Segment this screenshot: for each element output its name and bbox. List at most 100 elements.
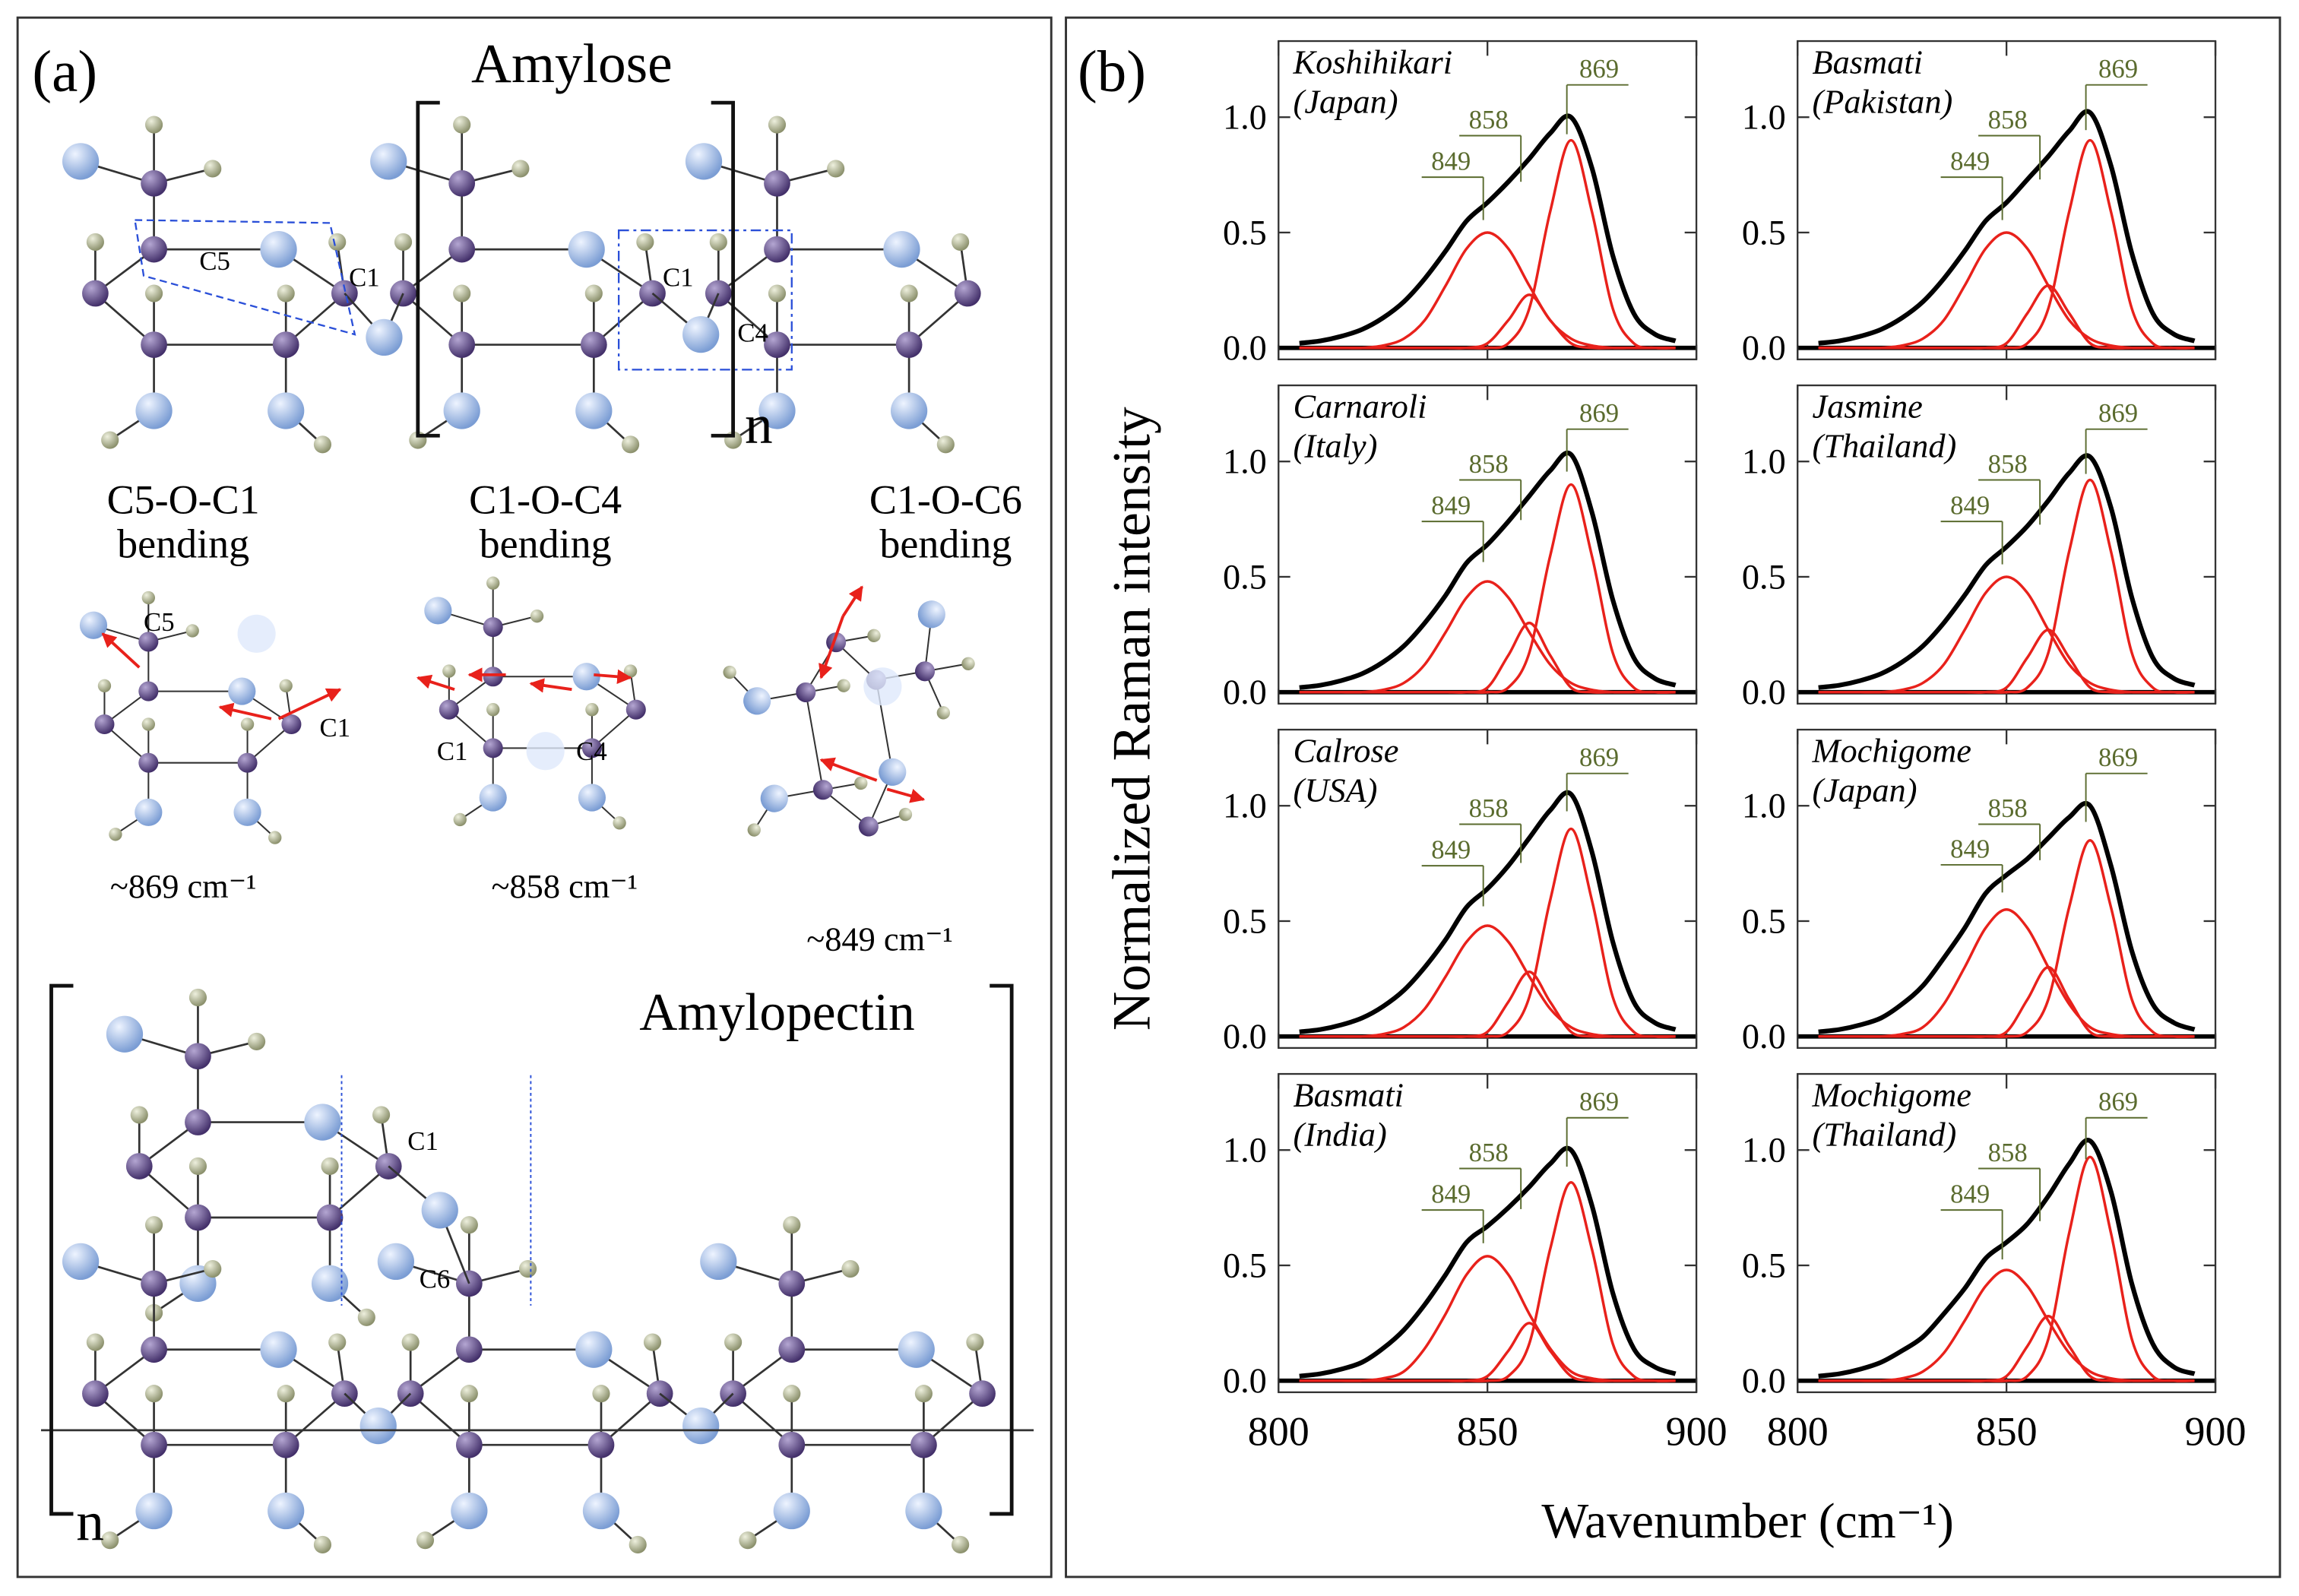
atom-label: C1 — [663, 262, 694, 292]
atom — [910, 1431, 937, 1458]
atom — [86, 233, 104, 252]
peak-label: 869 — [1579, 398, 1619, 428]
atom — [643, 1333, 662, 1351]
sample-name: Mochigome — [1812, 732, 1971, 770]
atom — [453, 812, 467, 827]
spectrum-chart: 0.0 0.5 1.0 Basmati(Pakistan) 849 858 869 — [1742, 40, 2217, 368]
sample-name: Calrose — [1294, 732, 1399, 770]
mode-name: C1-O-C4 — [469, 477, 622, 523]
atom — [141, 1431, 167, 1458]
peak-label: 869 — [2098, 1087, 2138, 1116]
atom — [144, 284, 163, 302]
atom — [401, 1333, 420, 1351]
atom — [636, 233, 654, 252]
atom — [82, 280, 109, 307]
atom — [812, 780, 833, 800]
atom — [268, 831, 282, 844]
peak-label: 869 — [2098, 743, 2138, 772]
atom — [898, 807, 913, 822]
y-tick-label: 0.5 — [1223, 214, 1267, 252]
panel-label: (a) — [32, 39, 97, 104]
x-tick-label: 900 — [2185, 1408, 2247, 1454]
atom — [451, 1492, 488, 1530]
x-tick-label: 850 — [1457, 1408, 1518, 1454]
atom — [867, 629, 881, 643]
total-spectrum — [1818, 801, 2196, 1034]
panel-a-frame — [16, 16, 1053, 1579]
y-axis-label: Normalized Raman intensity — [1102, 407, 1162, 1031]
panel-a-texts: (a) Amylose n C5 C1 C1 C4 C5-O-C1 bendin… — [32, 33, 1021, 1553]
atom — [486, 576, 500, 590]
y-tick-label: 0.5 — [1742, 558, 1786, 597]
x-tick-label: 800 — [1248, 1408, 1309, 1454]
atom — [313, 1535, 332, 1554]
atom — [272, 1431, 299, 1458]
atom — [268, 1492, 305, 1530]
atom — [204, 160, 222, 178]
atom — [764, 331, 790, 358]
atom — [747, 823, 761, 837]
atom — [572, 663, 600, 691]
atom — [460, 1385, 478, 1403]
atom — [185, 1043, 211, 1070]
atom — [623, 664, 638, 678]
bond — [805, 692, 824, 790]
atom — [954, 280, 981, 307]
total-spectrum — [1818, 453, 2196, 690]
atom — [109, 828, 122, 841]
peak-label: 858 — [1469, 449, 1509, 479]
atom — [890, 392, 928, 429]
atom — [578, 784, 606, 812]
y-tick-label: 1.0 — [1223, 1132, 1267, 1170]
atom — [138, 752, 159, 773]
atom — [483, 617, 503, 638]
y-tick-label: 0.0 — [1742, 1362, 1786, 1401]
peak-label: 849 — [1950, 146, 1990, 176]
band-label: ~869 cm⁻¹ — [110, 867, 257, 905]
atom — [62, 1243, 100, 1281]
peak-label: 849 — [1431, 490, 1471, 520]
atom — [370, 143, 407, 180]
total-spectrum — [1299, 113, 1677, 346]
sample-name: Basmati — [1294, 1076, 1404, 1114]
peak-label: 849 — [1431, 1179, 1471, 1208]
motion-arrow — [819, 616, 845, 679]
sample-name: Mochigome — [1812, 1076, 1971, 1114]
atom — [260, 1331, 297, 1368]
atom — [228, 677, 256, 705]
atom — [969, 1380, 996, 1408]
atom — [900, 284, 918, 302]
atom — [138, 632, 159, 652]
sample-origin: (USA) — [1294, 771, 1378, 809]
peak-label: 869 — [1579, 1087, 1619, 1116]
peak-label: 869 — [2098, 54, 2138, 84]
y-tick-label: 0.0 — [1223, 1018, 1267, 1056]
atom — [141, 1270, 167, 1297]
fitted-peak — [1818, 575, 2195, 694]
atom — [448, 331, 476, 358]
atom — [936, 435, 955, 454]
motion-arrow — [819, 757, 878, 782]
atom — [185, 1109, 211, 1135]
atom — [764, 236, 790, 263]
atom — [682, 315, 720, 353]
atom — [277, 284, 295, 302]
y-tick-label: 0.5 — [1742, 1246, 1786, 1285]
glucose-unit — [62, 116, 358, 454]
peak-label: 858 — [1988, 105, 2028, 135]
sample-origin: (Japan) — [1294, 83, 1398, 121]
sample-origin: (Japan) — [1813, 771, 1917, 809]
x-tick-label: 850 — [1976, 1408, 2038, 1454]
atom-label: C5 — [199, 246, 230, 276]
molecule-title: Amylopectin — [639, 983, 915, 1042]
atom — [316, 1204, 344, 1231]
peak-label: 849 — [1950, 834, 1990, 863]
atom — [277, 1385, 295, 1403]
atom — [101, 431, 119, 449]
y-tick-label: 0.0 — [1223, 1362, 1267, 1401]
ghost-atom — [863, 667, 902, 706]
mode-name: C5-O-C1 — [107, 477, 260, 523]
peak-label: 858 — [1469, 793, 1509, 823]
mode-motion: bending — [879, 521, 1012, 566]
y-tick-label: 0.5 — [1223, 902, 1267, 941]
